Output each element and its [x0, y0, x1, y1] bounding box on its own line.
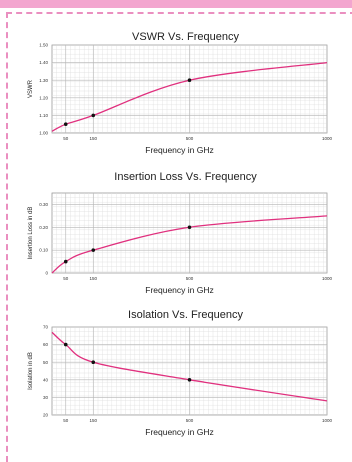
y-axis-label: Isolation in dB: [28, 352, 34, 390]
x-tick-label: 1000: [322, 418, 333, 423]
x-axis-label: Frequency in GHz: [145, 427, 214, 437]
y-tick-label: 0.10: [39, 248, 48, 253]
chart-2: Insertion Loss Vs. Frequency 0 0.10 0.20 0.3…: [28, 171, 333, 295]
data-point: [187, 225, 192, 230]
y-tick-label: 30: [43, 395, 49, 400]
dashed-panel-border: [6, 12, 352, 462]
data-point: [91, 248, 96, 252]
x-tick-label: 50: [63, 136, 69, 141]
data-point: [187, 378, 192, 382]
x-tick-label: 150: [89, 136, 97, 141]
x-axis-label: Frequency in GHz: [145, 285, 214, 295]
y-tick-label: 0.20: [39, 225, 48, 230]
x-tick-label: 150: [89, 276, 97, 281]
data-point: [63, 122, 68, 126]
y-tick-label: 1.00: [39, 131, 48, 136]
y-tick-label: 40: [43, 377, 49, 382]
series-line: [51, 61, 328, 132]
charts-canvas: VSWR Vs. Frequency 1.00 1.10 1.20 1.30 1.40 1.…: [28, 31, 333, 437]
y-axis-label: Insertion Loss in dB: [28, 207, 34, 260]
y-tick-label: 1.10: [39, 113, 48, 118]
y-tick-label: 20: [43, 413, 49, 418]
chart-3: Isolation Vs. Frequency 20 30 40 50 60 70 50 150…: [28, 309, 333, 437]
top-accent-bar: [0, 0, 352, 8]
x-tick-label: 150: [89, 418, 97, 423]
series-line: [51, 331, 328, 402]
y-tick-label: 1.20: [39, 95, 48, 100]
x-tick-label: 500: [186, 418, 194, 423]
x-tick-label: 500: [186, 136, 194, 141]
y-tick-label: 60: [43, 342, 49, 347]
series-line: [51, 215, 328, 274]
chart-title: Insertion Loss Vs. Frequency: [114, 171, 257, 183]
data-point: [63, 259, 68, 264]
y-tick-label: 1.50: [39, 43, 48, 48]
x-tick-label: 1000: [322, 276, 333, 281]
y-axis-label: VSWR: [28, 79, 34, 98]
data-point: [91, 360, 96, 365]
data-point: [91, 113, 96, 118]
y-tick-label: 0: [45, 271, 48, 276]
y-tick-label: 1.30: [39, 78, 48, 83]
chart-title: Isolation Vs. Frequency: [128, 309, 243, 321]
x-tick-label: 1000: [322, 136, 333, 141]
chart-title: VSWR Vs. Frequency: [132, 31, 239, 43]
y-tick-label: 50: [43, 360, 49, 365]
x-tick-label: 50: [63, 418, 69, 423]
y-tick-label: 70: [43, 325, 49, 330]
data-point: [63, 342, 68, 347]
chart-1: VSWR Vs. Frequency 1.00 1.10 1.20 1.30 1.40 1.…: [28, 31, 333, 155]
x-tick-label: 50: [63, 276, 69, 281]
x-tick-label: 500: [186, 276, 194, 281]
y-tick-label: 1.40: [39, 60, 48, 65]
x-axis-label: Frequency in GHz: [145, 145, 214, 155]
data-point: [187, 78, 192, 82]
y-tick-label: 0.30: [39, 202, 48, 207]
